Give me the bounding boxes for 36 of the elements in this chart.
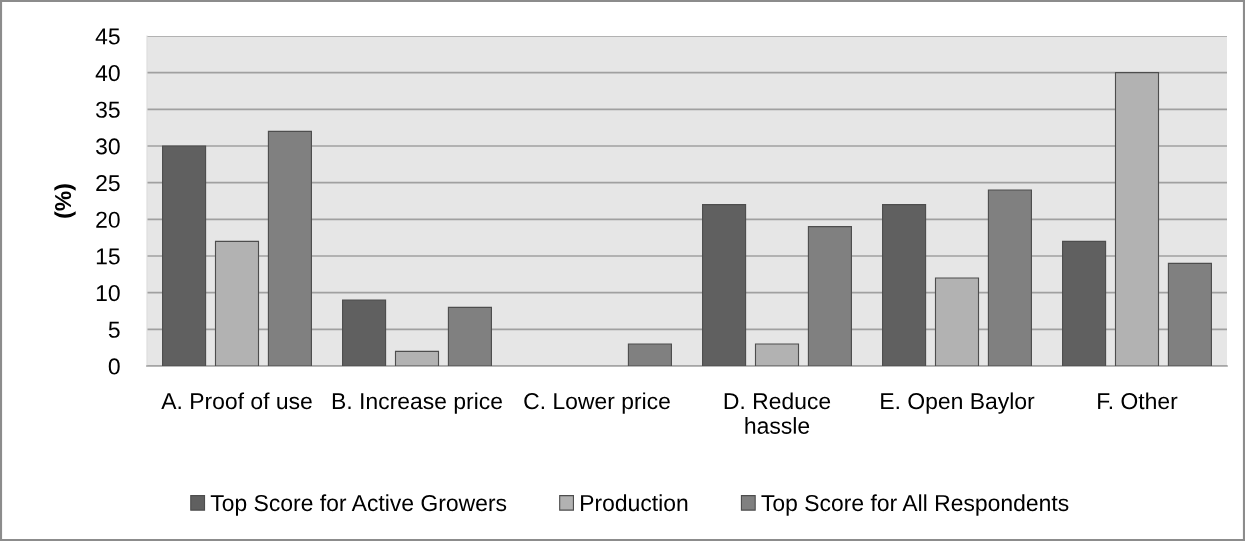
bar: [702, 204, 747, 366]
x-tick-label: A. Proof of use: [161, 392, 312, 410]
legend-label: Production: [581, 494, 688, 512]
y-tick-label: 20: [96, 211, 120, 228]
bar: [627, 343, 672, 366]
legend-label: Top Score for All Respondents: [761, 494, 1069, 516]
bar: [162, 145, 207, 366]
y-tick-label: 15: [96, 248, 120, 265]
bar: [267, 130, 312, 366]
x-tick-label: D. Reduce hassle: [724, 392, 831, 434]
bar: [882, 204, 927, 366]
y-tick-label: 0: [108, 358, 120, 375]
x-tick-label: B. Increase price: [332, 392, 502, 414]
bar: [342, 299, 387, 366]
bar: [1114, 72, 1160, 366]
bar: [807, 226, 852, 366]
x-tick-label: C. Lower price: [524, 392, 670, 414]
x-tick-label: F. Other: [1098, 392, 1178, 410]
y-tick-label: 35: [96, 101, 120, 118]
bar: [934, 277, 980, 366]
y-tick-label: 10: [96, 284, 120, 302]
bar: [1062, 240, 1107, 366]
bar: [214, 240, 260, 366]
bar: [394, 350, 440, 366]
y-tick-label: 45: [95, 28, 120, 45]
bar: [754, 343, 800, 366]
y-tick-label: 40: [95, 64, 120, 82]
x-tick-label: E. Open Baylor: [881, 392, 1035, 414]
bar: [447, 306, 492, 366]
bar: [987, 189, 1032, 366]
y-tick-label: 25: [96, 174, 120, 192]
legend-label: Top Score for Active Growers: [210, 494, 507, 516]
y-axis-title: (%): [54, 184, 76, 218]
bar: [1167, 262, 1212, 366]
y-tick-label: 5: [108, 321, 120, 338]
y-tick-label: 30: [96, 138, 120, 155]
